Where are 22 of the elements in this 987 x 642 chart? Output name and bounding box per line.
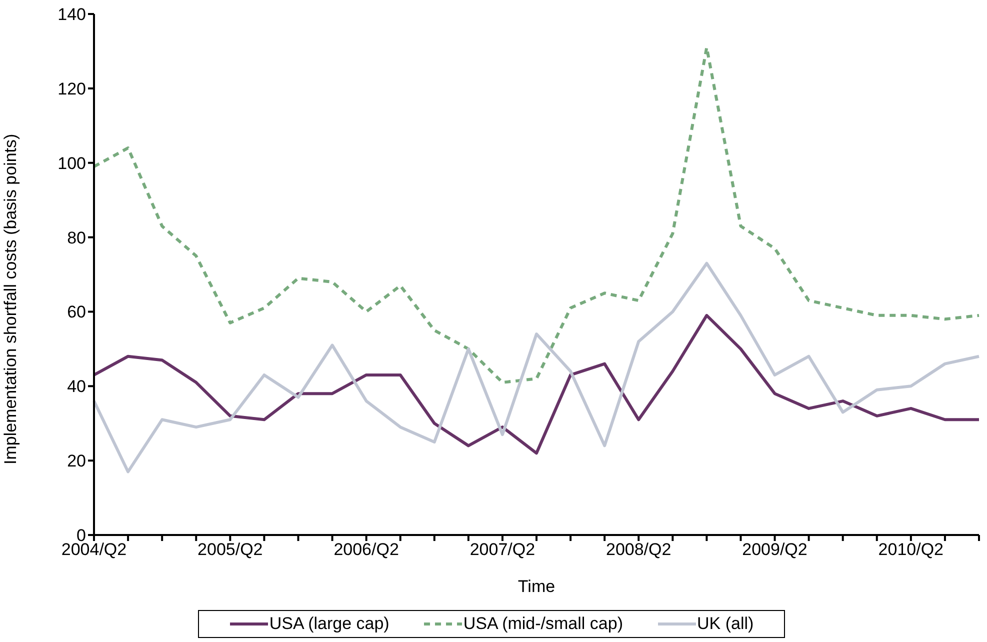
x-tick-label: 2007/Q2 <box>470 540 536 560</box>
y-tick-label: 120 <box>58 79 86 98</box>
y-tick-label: 40 <box>67 377 86 396</box>
x-tick-label: 2009/Q2 <box>742 540 808 560</box>
x-tick-label: 2010/Q2 <box>878 540 944 560</box>
y-tick-label: 20 <box>67 452 86 471</box>
x-axis-title: Time <box>518 577 556 596</box>
y-tick-label: 80 <box>67 228 86 248</box>
line-series <box>92 46 980 384</box>
x-tick-label: 2005/Q2 <box>198 540 263 560</box>
x-tick-label: 2004/Q2 <box>61 540 127 560</box>
line-series <box>92 314 980 455</box>
x-tick-label: 2006/Q2 <box>334 540 399 560</box>
y-axis-title: Implementation shortfall costs (basis points) <box>1 134 20 464</box>
legend-label: USA (mid-/small cap) <box>463 613 623 635</box>
legend-label: UK (all) <box>696 613 754 635</box>
line-series <box>92 262 980 474</box>
y-tick-label: 140 <box>58 5 86 24</box>
y-tick-label: 100 <box>58 154 86 173</box>
legend-label: USA (large cap) <box>269 613 390 635</box>
y-tick-label: 60 <box>67 302 86 322</box>
x-tick-label: 2008/Q2 <box>606 540 672 560</box>
